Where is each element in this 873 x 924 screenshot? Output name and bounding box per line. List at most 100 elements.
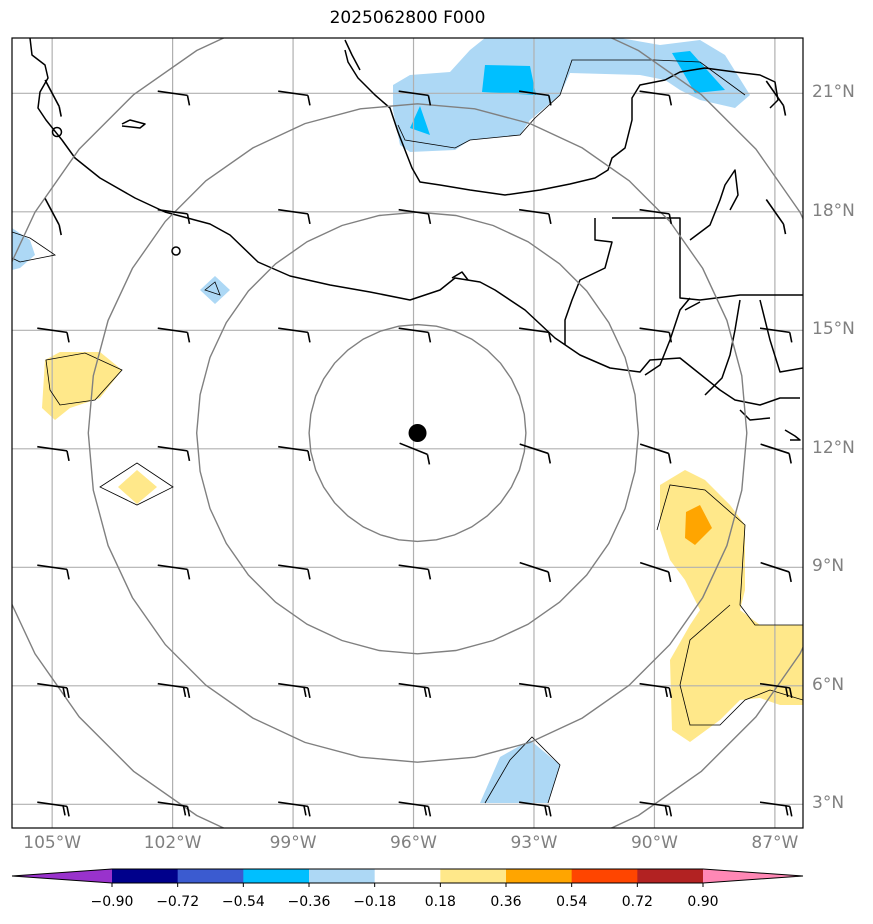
colorbar-bin [309, 869, 376, 883]
wind-barb [639, 327, 673, 343]
wind-barb [639, 208, 673, 225]
colorbar-bin [440, 869, 507, 883]
colorbar-tick-label: −0.36 [287, 894, 331, 910]
wind-barb [278, 682, 311, 699]
colorbar-tick-label: 0.90 [687, 894, 719, 910]
lat-tick-label: 3°N [812, 793, 845, 814]
wind-barb [398, 327, 432, 343]
colorbar-bin [374, 869, 441, 883]
wind-barb [519, 561, 552, 583]
wind-barb [760, 443, 792, 464]
lat-tick-label: 12°N [812, 437, 855, 458]
wind-barb [278, 445, 311, 462]
wind-barb [399, 442, 431, 465]
wind-barb [759, 682, 793, 699]
wind-barb [37, 327, 70, 343]
wind-barb [157, 90, 191, 106]
wind-barb [157, 682, 191, 699]
range-ring [308, 323, 527, 543]
wind-barb [639, 561, 672, 583]
coastlines [29, 38, 803, 441]
lon-tick-label: 87°W [751, 833, 799, 853]
wind-barb [278, 564, 311, 580]
colorbar-bin [112, 869, 179, 883]
colorbar-tick-label: −0.90 [90, 894, 134, 910]
colorbar-high-extend [703, 869, 803, 883]
wind-barb [278, 208, 311, 225]
wind-barb [37, 801, 70, 817]
wind-barb [37, 564, 70, 580]
colorbar-low-extend [12, 869, 112, 883]
lon-tick-label: 102°W [143, 833, 202, 853]
wind-barb [398, 682, 432, 699]
wind-barb [157, 445, 191, 462]
lon-tick-label: 105°W [23, 833, 82, 853]
wind-barbs [37, 79, 793, 817]
wind-barb [759, 327, 793, 343]
wind-barb [157, 208, 191, 225]
wind-barb [759, 801, 793, 817]
wind-barb [519, 90, 552, 106]
lat-tick-label: 18°N [812, 200, 855, 221]
colorbar-bin [243, 869, 310, 883]
map-frame [11, 37, 804, 829]
plot-title: 2025062800 F000 [329, 8, 486, 28]
contour-lines [12, 59, 803, 804]
wind-barb [639, 801, 673, 817]
wind-barb [157, 801, 191, 817]
wind-barb [398, 564, 432, 580]
wind-barb [278, 90, 311, 106]
lat-tick-label: 9°N [812, 556, 845, 577]
wind-barb [398, 90, 432, 106]
colorbar-bin [177, 869, 244, 883]
colorbar-tick-label: 0.72 [621, 894, 653, 910]
wind-barb [760, 561, 792, 583]
colorbar-bin [506, 869, 573, 883]
wind-barb [398, 208, 432, 225]
range-ring [87, 103, 748, 763]
range-ring [195, 211, 640, 655]
wind-barb [765, 80, 787, 116]
wind-barb [398, 801, 432, 817]
wind-barb [37, 682, 70, 699]
positive-anomaly-shading [42, 352, 803, 742]
colorbar-tick-label: 0.18 [424, 894, 456, 910]
wind-barb [639, 443, 672, 464]
wind-barb [278, 327, 311, 343]
colorbar-tick-label: 0.54 [556, 894, 588, 910]
storm-center-marker [408, 424, 427, 442]
lon-tick-label: 90°W [630, 833, 678, 853]
colorbar-tick-label: 0.36 [490, 894, 522, 910]
wind-barb [639, 682, 673, 699]
lat-lon-grid [12, 38, 803, 828]
wind-barb [519, 327, 552, 343]
lat-tick-label: 15°N [812, 319, 855, 340]
wind-barb [44, 79, 62, 117]
colorbar-bin [637, 869, 704, 883]
lat-tick-label: 21°N [812, 82, 855, 103]
lon-tick-label: 93°W [510, 833, 558, 853]
wind-barb [157, 564, 191, 580]
wind-barb [765, 199, 787, 235]
colorbar-tick-label: −0.72 [156, 894, 200, 910]
wind-barb [157, 327, 191, 343]
range-rings [12, 38, 803, 828]
wind-barb [37, 445, 70, 462]
colorbar-bin [571, 869, 638, 883]
wind-barb [639, 90, 673, 106]
wind-barb [519, 801, 552, 817]
wind-barb [519, 443, 552, 464]
wind-barb [278, 801, 311, 817]
wind-barb [519, 682, 552, 699]
lon-tick-label: 96°W [390, 833, 437, 853]
lon-tick-label: 99°W [269, 833, 317, 853]
lat-tick-label: 6°N [812, 674, 845, 695]
wind-barb [44, 198, 62, 236]
colorbar-tick-label: −0.18 [353, 894, 397, 910]
range-ring [12, 38, 803, 828]
colorbar-tick-label: −0.54 [221, 894, 265, 910]
wind-barb [519, 208, 552, 225]
negative-anomaly-shading [12, 38, 750, 803]
colorbar [11, 868, 804, 887]
